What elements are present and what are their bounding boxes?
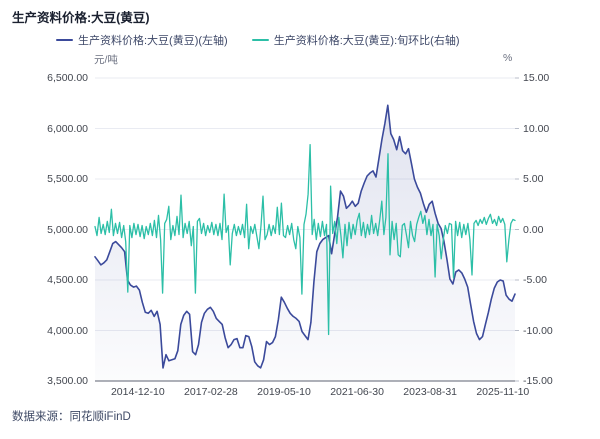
y-axis-tick-label: 5,500.00	[47, 173, 88, 185]
left-axis-unit: 元/吨	[94, 54, 118, 66]
chart-legend: 生产资料价格:大豆(黄豆)(左轴) 生产资料价格:大豆(黄豆):旬环比(右轴)	[56, 32, 459, 48]
y-axis-tick-label: -5.00	[523, 274, 547, 286]
legend-item-price[interactable]: 生产资料价格:大豆(黄豆)(左轴)	[56, 32, 228, 48]
mom-line-series	[94, 144, 516, 336]
legend-label: 生产资料价格:大豆(黄豆)(左轴)	[78, 35, 228, 47]
y-axis-tick-label: -10.00	[523, 324, 553, 337]
y-axis-tick-label: 3,500.00	[47, 375, 88, 387]
x-axis-tick-label: 2014-12-10	[110, 386, 165, 398]
data-source-note: 数据来源：同花顺iFinD	[12, 411, 131, 423]
y-axis-tick-label: 6,500.00	[47, 72, 88, 84]
right-axis-unit: %	[503, 52, 513, 64]
y-axis-tick-label: 5,000.00	[47, 223, 88, 236]
y-axis-tick-label: 10.00	[523, 122, 550, 135]
page-title: 生产资料价格:大豆(黄豆)	[12, 11, 150, 25]
y-axis-tick-label: 4,000.00	[47, 324, 88, 337]
y-axis-tick-label: 5.00	[523, 173, 544, 185]
x-axis-tick-label: 2017-02-28	[184, 386, 238, 398]
line-marker-icon	[251, 38, 269, 42]
y-axis-tick-label: 4,500.00	[47, 274, 88, 286]
y-axis-tick-label: -15.00	[523, 375, 553, 387]
line-marker-icon	[56, 38, 73, 42]
x-axis-tick-label: 2023-08-31	[403, 386, 458, 398]
y-axis-tick-label: 6,000.00	[47, 122, 88, 135]
legend-item-mom[interactable]: 生产资料价格:大豆(黄豆):旬环比(右轴)	[251, 32, 460, 48]
legend-label: 生产资料价格:大豆(黄豆):旬环比(右轴)	[273, 35, 460, 47]
price-line-series	[94, 104, 516, 369]
x-axis-tick-label: 2021-06-30	[330, 386, 384, 398]
y-axis-tick-label: 15.00	[523, 72, 550, 84]
y-axis-tick-label: 0.00	[523, 223, 544, 236]
price-area-fill	[95, 105, 515, 382]
x-axis-tick-label: 2019-05-10	[257, 386, 311, 398]
x-axis-tick-label: 2025-11-10	[476, 386, 530, 398]
